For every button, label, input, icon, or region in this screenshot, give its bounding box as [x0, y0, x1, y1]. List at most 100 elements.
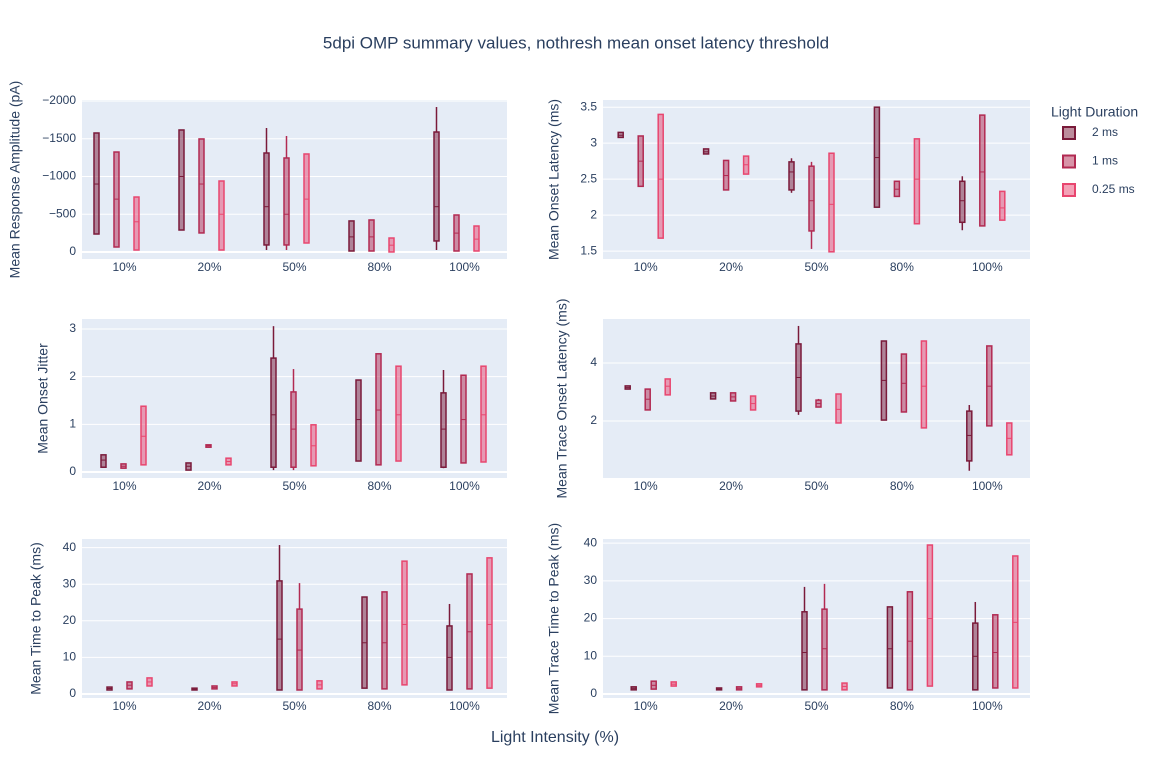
y-tick-label: 30 — [584, 573, 598, 587]
box-body — [959, 180, 966, 224]
x-tick-label: 80% — [367, 479, 391, 493]
box — [316, 680, 323, 690]
box — [886, 606, 894, 689]
box-body — [433, 131, 440, 242]
y-tick-label: 10 — [63, 650, 77, 664]
box — [644, 388, 651, 411]
box — [133, 196, 140, 251]
y-tick-label: −1000 — [42, 169, 76, 183]
y-tick-label: 20 — [63, 613, 77, 627]
box-body — [480, 365, 487, 463]
box-body — [283, 157, 290, 246]
box-body — [276, 580, 283, 691]
box — [263, 128, 270, 251]
box-body — [440, 392, 447, 468]
box-body — [788, 161, 795, 191]
box — [100, 454, 107, 468]
box-body — [966, 410, 973, 462]
x-tick-label: 100% — [972, 260, 1003, 274]
box-body — [375, 353, 382, 466]
box — [624, 385, 631, 390]
box — [460, 374, 467, 464]
box-body — [808, 165, 815, 232]
box — [893, 180, 901, 198]
y-tick-label: 30 — [63, 576, 77, 590]
legend-swatch — [1062, 126, 1076, 140]
y-tick-label: −500 — [49, 206, 76, 220]
y-axis-title: Mean Trace Time to Peak (ms) — [546, 523, 562, 714]
y-tick-label: 4 — [590, 355, 597, 369]
x-tick-label: 10% — [634, 260, 658, 274]
plot-background — [603, 319, 1030, 478]
x-tick-label: 100% — [449, 260, 480, 274]
box — [440, 369, 447, 469]
box — [650, 680, 657, 690]
y-axis-title: Mean Onset Jitter — [35, 343, 51, 454]
box — [486, 557, 493, 689]
box — [446, 603, 453, 691]
box — [986, 345, 993, 427]
box — [835, 393, 842, 424]
box — [749, 395, 757, 411]
box — [283, 136, 290, 251]
box-body — [913, 138, 921, 225]
x-tick-label: 20% — [197, 479, 221, 493]
box-body — [355, 379, 362, 462]
legend-label: 0.25 ms — [1092, 182, 1135, 196]
legend-swatch — [1062, 183, 1076, 197]
box — [296, 583, 303, 691]
x-tick-label: 80% — [890, 479, 914, 493]
box-body — [979, 114, 986, 227]
box-body — [473, 225, 480, 252]
x-tick-label: 80% — [890, 699, 914, 713]
box — [906, 591, 914, 691]
x-tick-label: 100% — [972, 479, 1003, 493]
box-body — [1006, 422, 1013, 456]
box — [722, 159, 730, 191]
x-tick-label: 100% — [972, 699, 1003, 713]
box — [276, 545, 283, 691]
box — [992, 614, 999, 689]
box — [198, 138, 205, 234]
box — [664, 378, 671, 396]
box-body — [992, 614, 999, 689]
box — [828, 152, 835, 253]
x-tick-label: 10% — [634, 699, 658, 713]
y-tick-label: 0 — [590, 686, 597, 700]
box — [211, 685, 218, 690]
y-tick-label: 3 — [69, 321, 76, 335]
box — [140, 405, 147, 466]
legend-label: 1 ms — [1092, 154, 1118, 168]
box-body — [296, 608, 303, 691]
y-tick-label: −1500 — [42, 131, 76, 145]
box — [702, 148, 710, 155]
y-tick-label: 2 — [69, 369, 76, 383]
x-axis-title: Light Intensity (%) — [491, 729, 619, 746]
box-body — [100, 454, 107, 468]
box — [453, 214, 460, 252]
box-body — [657, 113, 664, 239]
box — [1012, 555, 1019, 689]
box — [999, 190, 1006, 221]
x-tick-label: 20% — [197, 260, 221, 274]
plot-background — [82, 539, 507, 698]
y-tick-label: 3 — [590, 135, 597, 149]
box-body — [401, 560, 408, 686]
box-body — [178, 129, 185, 231]
box — [926, 544, 934, 687]
box-body — [828, 152, 835, 253]
box — [729, 392, 737, 402]
box — [303, 153, 310, 244]
y-tick-label: 0 — [69, 244, 76, 258]
box — [670, 681, 677, 687]
box-body — [381, 591, 388, 690]
x-tick-label: 50% — [282, 699, 306, 713]
box-body — [446, 625, 453, 691]
box — [395, 365, 402, 462]
legend-title: Light Duration — [1051, 104, 1138, 120]
box — [900, 353, 908, 413]
y-tick-label: −2000 — [42, 93, 76, 107]
box — [361, 596, 368, 689]
x-tick-label: 20% — [719, 699, 743, 713]
box — [617, 131, 624, 139]
